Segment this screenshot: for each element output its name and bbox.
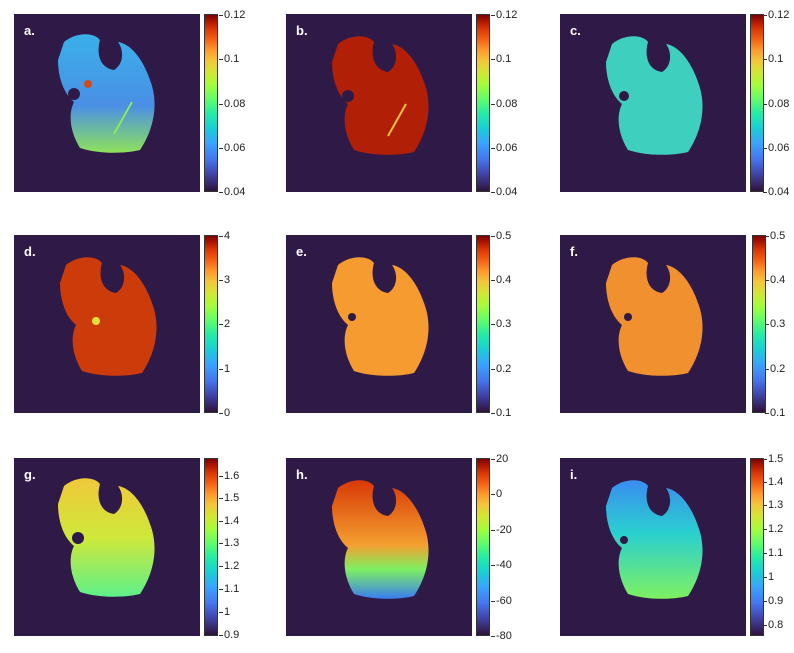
- tick: -20: [491, 524, 512, 536]
- panel-label: c.: [570, 23, 581, 38]
- colorbar-d: [204, 235, 218, 413]
- tick: -40: [491, 559, 512, 571]
- tick: 0.4: [764, 274, 786, 286]
- tissue-map: [58, 478, 155, 597]
- tick: 3: [218, 274, 231, 286]
- panel-d: d.: [14, 235, 200, 413]
- tick: 0: [218, 407, 231, 419]
- colorbar-c: [750, 14, 764, 192]
- tick: -60: [491, 595, 512, 607]
- tick: 0.12: [762, 9, 790, 21]
- panel-label: i.: [570, 467, 578, 482]
- tick: 0.12: [490, 9, 518, 21]
- tick: 1.6: [218, 470, 240, 482]
- tick: 0.9: [762, 595, 784, 607]
- panel-e: e.: [286, 235, 472, 413]
- panel-label: b.: [296, 23, 308, 38]
- tick: 1.4: [218, 515, 240, 527]
- tick: 0.12: [218, 9, 246, 21]
- panel-label: a.: [24, 23, 35, 38]
- tick: 0.04: [762, 186, 790, 198]
- colorbar-g: [204, 458, 218, 636]
- colorbar-a: [204, 14, 218, 192]
- tick: 0.1: [764, 407, 786, 419]
- tick: 0.06: [218, 142, 246, 154]
- tick: 2: [218, 318, 231, 330]
- tick: 1.2: [762, 523, 784, 535]
- panel-c: c.: [560, 14, 746, 192]
- tick: 0.04: [218, 186, 246, 198]
- tick: 0.1: [490, 407, 512, 419]
- tissue-map: [332, 480, 429, 599]
- tissue-map: [332, 257, 429, 376]
- tick: 0.2: [490, 363, 512, 375]
- colorbar-e: [476, 235, 490, 413]
- tick: 4: [218, 230, 231, 242]
- tick: 0.1: [490, 53, 512, 65]
- tick: 0.2: [764, 363, 786, 375]
- panel-i: i.: [560, 458, 746, 636]
- tick: 0: [490, 488, 503, 500]
- panel-label: f.: [570, 244, 578, 259]
- tick: 1.5: [762, 453, 784, 465]
- tick: 0.08: [218, 98, 246, 110]
- tissue-map: [332, 36, 429, 155]
- panel-label: e.: [296, 244, 307, 259]
- tick: 1.4: [762, 476, 784, 488]
- tissue-map: [60, 257, 157, 376]
- tick: 0.9: [218, 629, 240, 641]
- tick: 0.08: [762, 98, 790, 110]
- colorbar-i: [750, 458, 764, 636]
- panel-f: f.: [560, 235, 746, 413]
- panel-g: g.: [14, 458, 200, 636]
- tick: 0.5: [764, 230, 786, 242]
- tissue-map: [606, 36, 703, 155]
- colorbar-f: [752, 235, 766, 413]
- tick: 1: [218, 363, 231, 375]
- tick: 0.5: [490, 230, 512, 242]
- tick: 0.04: [490, 186, 518, 198]
- tick: 1.1: [762, 547, 784, 559]
- tick: -80: [491, 630, 512, 642]
- tissue-map: [606, 257, 703, 376]
- colorbar-b: [476, 14, 490, 192]
- panel-h: h.: [286, 458, 472, 636]
- panel-b: b.: [286, 14, 472, 192]
- tissue-map: [58, 34, 155, 153]
- tick: 0.08: [490, 98, 518, 110]
- tick: 0.06: [490, 142, 518, 154]
- tick: 1.2: [218, 560, 240, 572]
- panel-label: g.: [24, 467, 36, 482]
- tissue-map: [606, 480, 703, 599]
- tick: 0.3: [490, 318, 512, 330]
- tick: 20: [490, 453, 509, 465]
- colorbar-h: [476, 458, 490, 636]
- tick: 0.1: [218, 53, 240, 65]
- panel-label: d.: [24, 244, 36, 259]
- panel-a: a.: [14, 14, 200, 192]
- tick: 0.3: [764, 318, 786, 330]
- tick: 1.3: [218, 537, 240, 549]
- tick: 1: [762, 571, 775, 583]
- tick: 0.1: [762, 53, 784, 65]
- tick: 0.4: [490, 274, 512, 286]
- panel-label: h.: [296, 467, 308, 482]
- tick: 0.8: [762, 619, 784, 631]
- tick: 1.5: [218, 492, 240, 504]
- tick: 1: [218, 606, 231, 618]
- tick: 1.3: [762, 499, 784, 511]
- tick: 0.06: [762, 142, 790, 154]
- tick: 1.1: [218, 583, 240, 595]
